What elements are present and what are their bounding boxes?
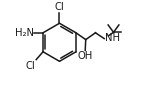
Text: Cl: Cl (55, 2, 64, 12)
Text: NH: NH (105, 33, 120, 43)
Text: Cl: Cl (26, 61, 36, 71)
Text: H₂N: H₂N (15, 28, 34, 38)
Text: OH: OH (78, 51, 93, 61)
